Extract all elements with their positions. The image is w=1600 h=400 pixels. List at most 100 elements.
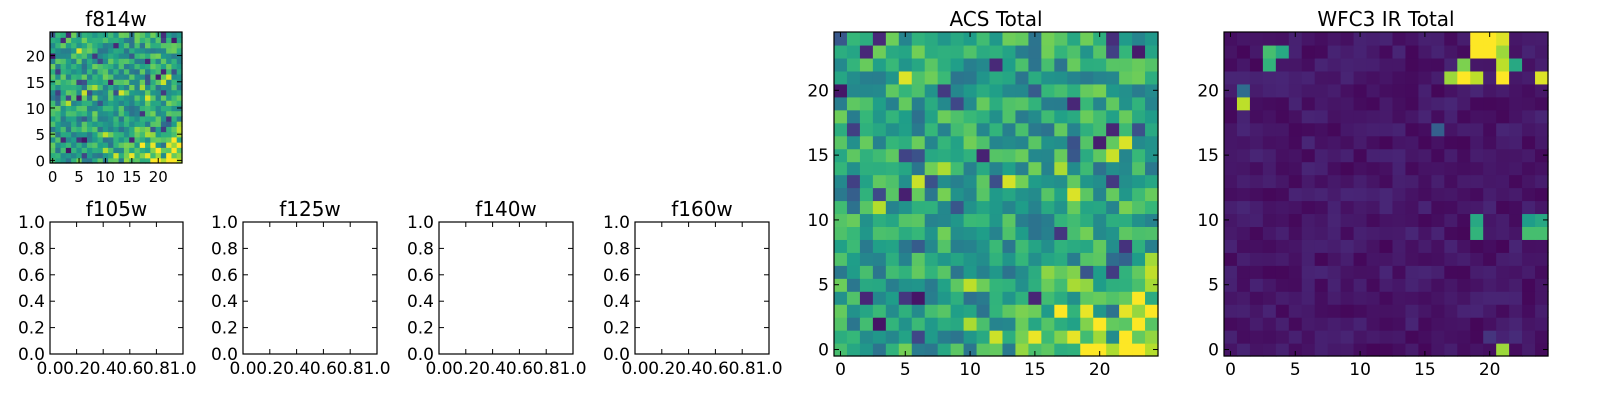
heatmap-cell: [71, 110, 77, 117]
heatmap-cell: [1067, 161, 1081, 176]
heatmap-cell: [1119, 252, 1133, 266]
heatmap-cell: [976, 265, 991, 279]
heatmap-cell: [911, 32, 926, 46]
heatmap-cell: [963, 83, 978, 98]
heatmap-cell: [924, 174, 939, 189]
heatmap-cell: [1327, 32, 1342, 46]
heatmap-cell: [71, 142, 77, 148]
x-tick-label: 15: [1414, 360, 1436, 380]
heatmap-cell: [176, 42, 183, 49]
heatmap-cell: [1015, 343, 1029, 357]
heatmap-cell: [81, 142, 88, 148]
heatmap-cell: [1224, 330, 1238, 344]
heatmap-cell: [1275, 343, 1290, 357]
heatmap-cell: [50, 94, 56, 101]
heatmap-cell: [97, 152, 104, 159]
y-tick-label: 15: [26, 74, 45, 92]
heatmap-cell: [81, 152, 88, 159]
heatmap-cell: [1249, 161, 1264, 176]
heatmap-cell: [60, 42, 67, 49]
heatmap-cell: [1431, 304, 1445, 318]
heatmap-cell: [885, 83, 900, 98]
heatmap-cell: [1431, 148, 1445, 163]
heatmap-cell: [1288, 330, 1303, 344]
heatmap-cell: [1405, 148, 1419, 163]
heatmap-cell: [1054, 96, 1068, 111]
heatmap-cell: [1015, 317, 1029, 331]
heatmap-cell: [1366, 265, 1381, 279]
heatmap-cell: [1275, 252, 1290, 266]
heatmap-cell: [1483, 252, 1497, 266]
heatmap-cell: [989, 122, 1004, 137]
heatmap-cell: [950, 226, 965, 240]
heatmap-cell: [1262, 187, 1277, 202]
heatmap-cell: [1015, 122, 1029, 137]
heatmap-cell: [76, 84, 83, 91]
heatmap-cell: [86, 37, 93, 44]
heatmap-cell: [1145, 330, 1159, 344]
heatmap-cell: [1392, 122, 1407, 137]
heatmap-cell: [1340, 122, 1355, 137]
heatmap-cell: [65, 94, 72, 101]
heatmap-cell: [1093, 148, 1107, 163]
heatmap-cell: [1093, 213, 1107, 227]
heatmap-cell: [150, 89, 157, 96]
heatmap-cell: [1054, 161, 1068, 176]
heatmap-cell: [1522, 239, 1536, 253]
heatmap-cell: [108, 58, 114, 65]
heatmap-cell: [1262, 200, 1277, 215]
heatmap-cell: [65, 115, 72, 122]
y-tick-label: 0.8: [18, 239, 45, 259]
heatmap-cell: [989, 226, 1004, 240]
heatmap-cell: [872, 32, 887, 46]
heatmap-cell: [1392, 291, 1407, 305]
heatmap-cell: [1405, 109, 1419, 124]
heatmap-cell: [1093, 317, 1107, 331]
heatmap-cell: [898, 265, 913, 279]
heatmap-cell: [1067, 122, 1081, 137]
heatmap-cell: [1379, 317, 1394, 331]
heatmap-cell: [1392, 148, 1407, 163]
heatmap-cell: [1509, 70, 1523, 85]
heatmap-cell: [937, 83, 952, 98]
heatmap-cell: [859, 122, 874, 137]
heatmap-cell: [1106, 304, 1120, 318]
heatmap-cell: [1249, 57, 1264, 72]
heatmap-cell: [1288, 135, 1303, 150]
heatmap-cell: [50, 84, 56, 91]
heatmap-cell: [859, 70, 874, 85]
heatmap-cell: [1327, 83, 1342, 98]
heatmap-cell: [989, 187, 1004, 202]
heatmap-cell: [872, 109, 887, 124]
heatmap-cell: [1236, 83, 1251, 98]
heatmap-cell: [1522, 226, 1536, 240]
heatmap-cell: [166, 32, 173, 38]
heatmap-cell: [1379, 174, 1394, 189]
heatmap-cell: [1236, 135, 1251, 150]
heatmap-cell: [1080, 174, 1094, 189]
heatmap-cell: [1288, 96, 1303, 111]
heatmap-cell: [950, 57, 965, 72]
heatmap-cell: [1379, 122, 1394, 137]
heatmap-cell: [924, 343, 939, 357]
heatmap-cell: [1509, 239, 1523, 253]
heatmap-cell: [113, 157, 120, 164]
heatmap-cell: [71, 79, 77, 85]
heatmap-cell: [1405, 70, 1419, 85]
heatmap-cell: [1041, 252, 1055, 266]
heatmap-cell: [834, 32, 848, 46]
heatmap-cell: [1470, 265, 1484, 279]
heatmap-cell: [1275, 96, 1290, 111]
heatmap-cell: [139, 94, 146, 101]
heatmap-cell: [1444, 187, 1458, 202]
heatmap-cell: [1314, 122, 1329, 137]
heatmap-cell: [1353, 70, 1368, 85]
heatmap-cell: [86, 52, 93, 59]
heatmap-cell: [1535, 343, 1549, 357]
heatmap-cell: [1483, 32, 1497, 46]
heatmap-cell: [1106, 252, 1120, 266]
heatmap-cell: [1444, 32, 1458, 46]
y-tick-label: 10: [26, 100, 45, 118]
heatmap-cell: [1067, 109, 1081, 124]
heatmap-cell: [950, 213, 965, 227]
